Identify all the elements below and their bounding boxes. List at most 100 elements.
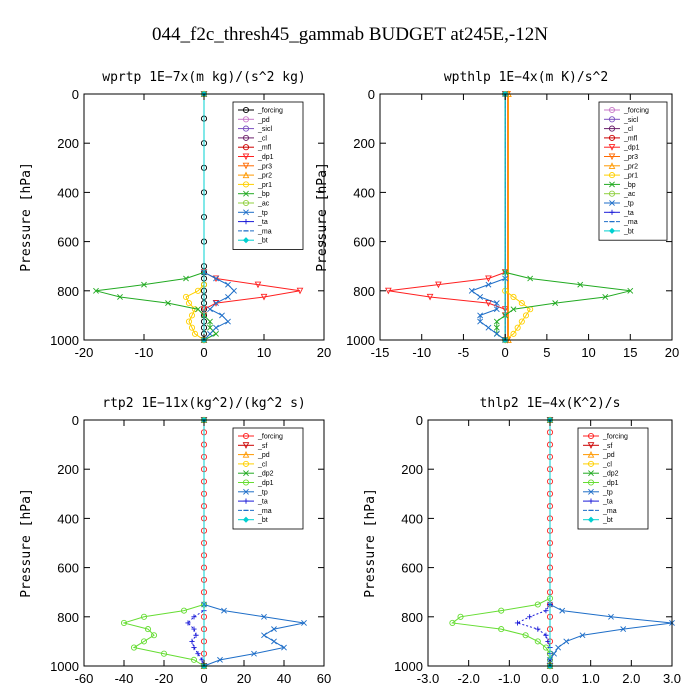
series-line [203,420,305,667]
legend-entry: _pr3 [238,162,272,170]
legend-label: _sf [257,443,267,450]
series-tp [201,417,307,669]
legend-label: _cl [257,135,267,142]
legend-label: _tp [602,489,613,496]
legend-marker [242,153,250,161]
legend-marker [588,470,594,477]
legend-entry: _mfl [238,144,272,152]
legend-marker [242,432,250,440]
series-ta [514,417,553,669]
data-point [522,632,529,639]
legend-label: _ma [602,508,617,515]
y-axis-label: Pressure [hPa] [19,162,34,272]
legend-entry: _mfl [604,134,638,142]
legend-marker [242,116,250,123]
data-point [261,613,267,620]
legend-label: _dp2 [257,471,274,478]
y-tick-label: 1000 [346,333,375,348]
data-point [435,281,442,289]
legend-label: _tp [257,489,268,496]
data-point [213,324,219,331]
series-bt [502,90,509,344]
legend-label: _dp1 [623,145,640,152]
data-point [518,318,525,325]
legend-entry: _dp1 [238,153,274,161]
legend-label: _bp [623,182,636,189]
y-tick-label: 400 [401,511,423,526]
y-tick-label: 600 [401,561,423,576]
x-tick-label: 10 [257,345,271,360]
legend-marker [608,153,616,161]
legend-label: _bt [623,228,634,235]
data-point [559,607,566,614]
legend-entry: _bt [604,227,634,235]
legend-entry: _ac [238,199,270,208]
data-point [477,312,484,319]
data-point [514,324,521,331]
data-point [225,281,231,288]
x-tick-label: 10 [581,345,595,360]
plot-frame [379,93,673,341]
series-line [187,420,205,667]
data-point [301,620,307,626]
data-point [563,638,570,645]
data-point [485,281,492,288]
data-point [213,300,219,307]
legend-marker [608,125,616,132]
data-point [271,638,277,645]
legend-marker [587,450,595,458]
series-pr1 [182,90,208,344]
series-pr1 [502,90,534,344]
data-point [117,294,123,300]
data-point [191,626,197,632]
legend-box [598,101,668,241]
data-point [207,318,213,325]
series-line [516,420,551,666]
data-point [527,275,534,282]
legend-marker [242,237,250,244]
data-point [194,287,202,294]
series-dp1 [385,90,509,344]
data-point [190,656,198,663]
legend-entry: _bt [238,516,268,524]
y-tick-label: 0 [368,87,375,102]
data-point [514,620,521,626]
x-tick-label: 5 [543,345,550,360]
x-tick-label: 15 [623,345,637,360]
y-tick-label: 800 [57,284,79,299]
data-point [130,644,138,651]
y-axis-label: Pressure [hPa] [19,488,34,598]
legend-entry: _pd [583,450,615,459]
data-point [191,330,199,337]
panel-title: rtp2 1E−11x(kg^2)/(kg^2 s) [102,396,306,411]
data-point [457,613,464,620]
series-pr3 [504,90,511,344]
data-point [182,293,190,301]
data-point [213,330,219,337]
data-point [485,275,492,283]
data-point [150,632,158,639]
legend-marker [587,479,595,486]
series-bp [93,91,219,343]
y-tick-label: 400 [353,185,375,200]
legend: _forcing _sicl _cl _mfl _dp1 _pr3 _pr2 _pr1 _bp _… [598,101,668,241]
legend-entry: _sf [238,442,267,450]
data-point [140,613,148,620]
data-point [271,626,277,633]
data-point [498,626,505,633]
legend-entry: _tp [238,209,268,217]
legend-label: _sicl [257,126,272,133]
legend-entry: _dp2 [238,470,274,478]
data-point [518,300,525,307]
data-point [477,318,484,325]
legend-label: _cl [257,461,267,468]
legend-marker [242,199,250,207]
x-tick-label: -3.0 [417,671,439,686]
legend-entry: _forcing [238,106,283,115]
x-tick-label: -15 [371,345,390,360]
legend-label: _dp2 [602,471,619,478]
data-point [543,608,549,614]
legend-entry: _pd [238,116,270,124]
data-point [551,650,557,657]
